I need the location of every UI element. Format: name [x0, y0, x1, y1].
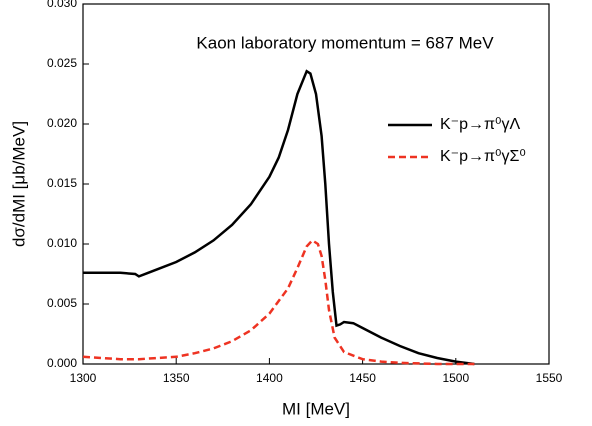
legend-label: K⁻p→π⁰γΛ — [440, 116, 520, 133]
y-axis-label: dσ/dMI [μb/MeV] — [9, 121, 28, 247]
x-tick-label: 1450 — [349, 371, 376, 385]
y-tick-label: 0.010 — [47, 236, 77, 250]
x-tick-label: 1350 — [163, 371, 190, 385]
y-tick-label: 0.005 — [47, 296, 77, 310]
y-tick-label: 0.020 — [47, 116, 77, 130]
plot-frame — [82, 3, 550, 365]
y-tick-label: 0.015 — [47, 176, 77, 190]
legend-label: K⁻p→π⁰γΣ⁰ — [440, 148, 526, 165]
series-line — [82, 238, 475, 366]
series-line — [83, 69, 475, 366]
x-tick-label: 1300 — [70, 371, 97, 385]
annotation: Kaon laboratory momentum = 687 MeV — [196, 33, 494, 52]
x-axis-label: MI [MeV] — [282, 399, 350, 418]
x-tick-label: 1400 — [256, 371, 283, 385]
x-tick-label: 1550 — [536, 371, 563, 385]
y-tick-label: 0.030 — [47, 0, 77, 10]
y-tick-label: 0.025 — [47, 56, 77, 70]
y-tick-label: 0.000 — [47, 356, 77, 370]
x-tick-label: 1500 — [442, 371, 469, 385]
